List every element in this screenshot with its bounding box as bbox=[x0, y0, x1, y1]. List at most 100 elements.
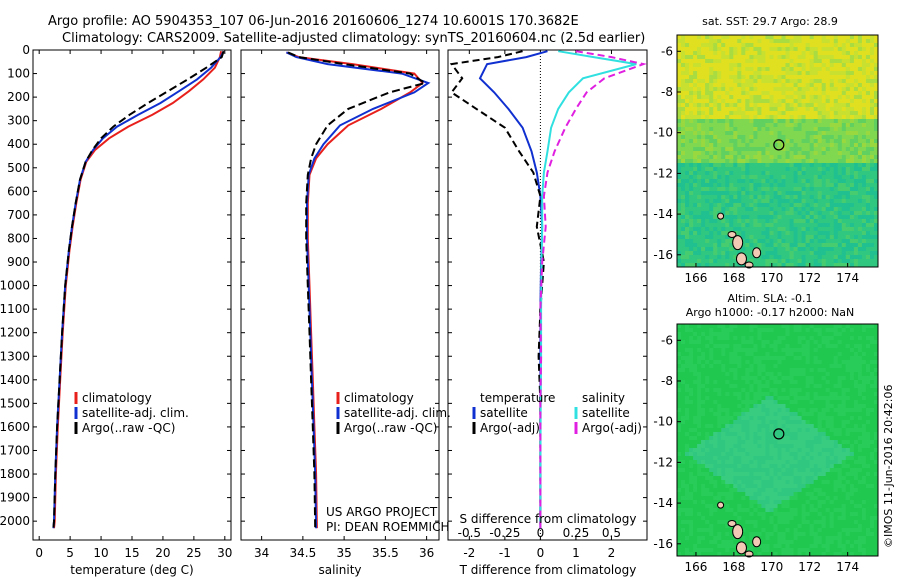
map-cell bbox=[817, 91, 823, 96]
map-cell bbox=[693, 59, 698, 64]
map-cell bbox=[805, 143, 811, 148]
map-cell bbox=[821, 83, 827, 88]
map-cell bbox=[789, 464, 795, 469]
map-cell bbox=[785, 179, 790, 184]
map-cell bbox=[693, 143, 698, 148]
map-cell bbox=[777, 183, 782, 188]
map-cell bbox=[813, 448, 819, 453]
map-cell bbox=[801, 247, 807, 252]
map-cell bbox=[705, 231, 710, 236]
map-cell bbox=[797, 127, 803, 132]
map-cell bbox=[845, 83, 851, 88]
map-cell bbox=[693, 79, 698, 84]
map-cell bbox=[773, 75, 778, 80]
map-cell bbox=[797, 364, 803, 369]
map-cell bbox=[809, 444, 815, 449]
map-cell bbox=[849, 460, 855, 465]
map-cell bbox=[757, 103, 762, 108]
map-cell bbox=[697, 147, 702, 152]
map-cell bbox=[785, 259, 790, 264]
map-cell bbox=[813, 348, 819, 353]
map-cell bbox=[874, 143, 879, 148]
map-cell bbox=[713, 155, 718, 160]
map-cell bbox=[705, 239, 710, 244]
map-cell bbox=[681, 340, 686, 345]
map-cell bbox=[769, 63, 774, 68]
map-cell bbox=[753, 195, 758, 200]
map-cell bbox=[713, 135, 718, 140]
map-cell bbox=[733, 47, 738, 52]
map-cell bbox=[777, 372, 782, 377]
map-cell bbox=[757, 115, 762, 120]
map-cell bbox=[729, 408, 734, 413]
map-cell bbox=[725, 107, 730, 112]
map-cell bbox=[805, 352, 811, 357]
map-cell bbox=[849, 352, 855, 357]
map-cell bbox=[789, 227, 795, 232]
map-cell bbox=[745, 448, 750, 453]
map-cell bbox=[870, 408, 875, 413]
map-cell bbox=[833, 400, 839, 405]
map-cell bbox=[733, 207, 738, 212]
map-cell bbox=[809, 332, 815, 337]
map-cell bbox=[817, 348, 823, 353]
map-cell bbox=[781, 263, 786, 268]
map-cell bbox=[725, 227, 730, 232]
map-cell bbox=[681, 424, 686, 429]
map-cell bbox=[865, 167, 871, 172]
map-cell bbox=[733, 464, 738, 469]
map-cell bbox=[865, 255, 871, 260]
map-cell bbox=[713, 219, 718, 224]
map-cell bbox=[817, 328, 823, 333]
map-cell bbox=[813, 223, 819, 228]
map-cell bbox=[789, 388, 795, 393]
map-cell bbox=[841, 400, 847, 405]
map-cell bbox=[825, 440, 831, 445]
map-cell bbox=[693, 356, 698, 361]
map-cell bbox=[781, 75, 786, 80]
map-cell bbox=[769, 219, 774, 224]
map-cell bbox=[765, 159, 770, 164]
map-cell bbox=[793, 63, 799, 68]
map-cell bbox=[841, 67, 847, 72]
map-cell bbox=[773, 119, 778, 124]
map-cell bbox=[701, 460, 706, 465]
map-cell bbox=[789, 79, 795, 84]
map-cell bbox=[729, 83, 734, 88]
map-cell bbox=[797, 424, 803, 429]
map-cell bbox=[749, 340, 754, 345]
map-cell bbox=[737, 215, 742, 220]
map-cell bbox=[721, 39, 726, 44]
map-cell bbox=[677, 159, 682, 164]
map-cell bbox=[821, 416, 827, 421]
map-cell bbox=[729, 39, 734, 44]
map-cell bbox=[701, 368, 706, 373]
map-cell bbox=[761, 215, 766, 220]
map-cell bbox=[685, 163, 690, 168]
map-cell bbox=[865, 155, 871, 160]
map-cell bbox=[729, 219, 734, 224]
map-cell bbox=[745, 464, 750, 469]
map-cell bbox=[870, 155, 875, 160]
map-cell bbox=[777, 71, 782, 76]
map-cell bbox=[717, 167, 722, 172]
map-cell bbox=[797, 207, 803, 212]
map-y-tick-label: -6 bbox=[661, 44, 673, 58]
map-cell bbox=[761, 416, 766, 421]
map-cell bbox=[689, 115, 694, 120]
map-cell bbox=[785, 452, 790, 457]
map-cell bbox=[733, 195, 738, 200]
island bbox=[744, 261, 754, 269]
map-cell bbox=[861, 392, 867, 397]
map-cell bbox=[777, 43, 782, 48]
map-cell bbox=[765, 35, 770, 40]
map-cell bbox=[713, 400, 718, 405]
map-cell bbox=[745, 79, 750, 84]
map-cell bbox=[701, 348, 706, 353]
map-cell bbox=[813, 55, 819, 60]
map-cell bbox=[753, 235, 758, 240]
map-cell bbox=[689, 223, 694, 228]
map-cell bbox=[801, 63, 807, 68]
map-cell bbox=[769, 372, 774, 377]
map-cell bbox=[721, 432, 726, 437]
